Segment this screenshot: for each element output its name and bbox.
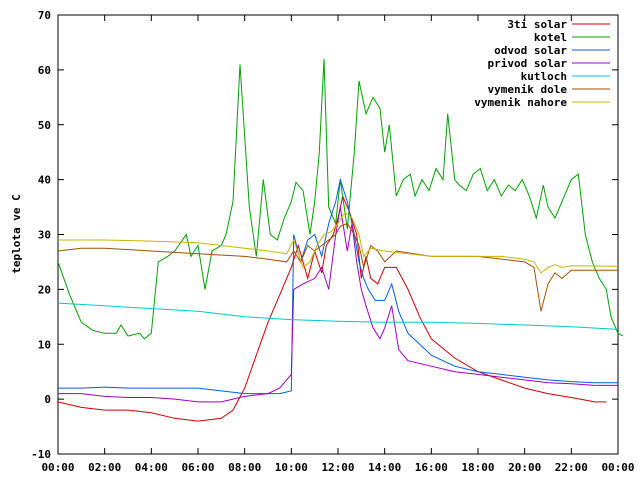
y-axis-title: teplota ve C — [10, 194, 23, 273]
x-tick-label: 18:00 — [461, 461, 494, 474]
legend-label: odvod solar — [494, 44, 567, 57]
series-line-privod-solar — [58, 207, 618, 403]
y-tick-label: 0 — [44, 393, 51, 406]
series-line-vymenik-nahore — [58, 211, 619, 274]
x-tick-label: 00:00 — [601, 461, 634, 474]
x-tick-label: 16:00 — [415, 461, 448, 474]
y-tick-label: 70 — [38, 9, 51, 22]
x-tick-label: 10:00 — [275, 461, 308, 474]
series-lines — [57, 58, 623, 422]
legend-label: vymenik nahore — [474, 96, 567, 109]
y-tick-label: 60 — [38, 64, 51, 77]
series-line-kutloch — [57, 302, 619, 330]
x-tick-label: 00:00 — [41, 461, 74, 474]
y-tick-label: 50 — [38, 119, 51, 132]
series-line-vymenik-dole — [57, 222, 618, 312]
y-tick-label: -10 — [31, 448, 51, 461]
plot-frame — [57, 14, 619, 455]
legend-label: 3ti solar — [507, 18, 567, 31]
legend-label: kutloch — [521, 70, 567, 83]
y-tick-label: 30 — [38, 229, 51, 242]
x-tick-label: 08:00 — [228, 461, 261, 474]
x-tick-label: 20:00 — [508, 461, 541, 474]
series-line-kotel — [57, 58, 623, 340]
x-tick-label: 22:00 — [555, 461, 588, 474]
series-line-odvod-solar — [58, 177, 618, 395]
x-tick-label: 04:00 — [135, 461, 168, 474]
y-tick-label: 10 — [38, 338, 51, 351]
x-tick-label: 12:00 — [321, 461, 354, 474]
y-tick-label: 20 — [38, 283, 51, 296]
x-tick-label: 02:00 — [88, 461, 121, 474]
legend-label: kotel — [534, 31, 567, 44]
x-tick-label: 14:00 — [368, 461, 401, 474]
legend-label: vymenik dole — [488, 83, 568, 96]
y-axis-ticks: -10 0 10 20 30 40 50 60 70 — [31, 9, 618, 461]
legend-label: privod solar — [488, 57, 568, 70]
x-axis-ticks: 00:00 02:00 04:00 06:00 08:00 10:00 12:00 14:00… — [41, 15, 635, 474]
x-tick-label: 06:00 — [181, 461, 214, 474]
y-tick-label: 40 — [38, 174, 51, 187]
